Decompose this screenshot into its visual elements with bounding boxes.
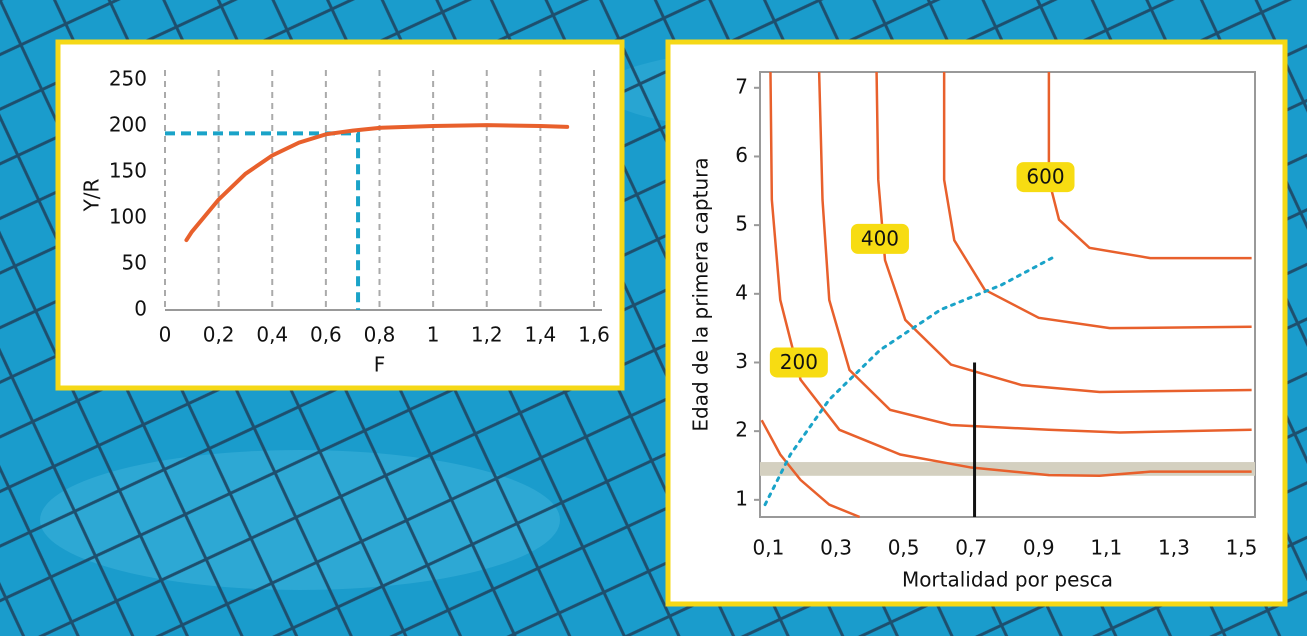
- x-tick-label: 1,2: [471, 323, 503, 347]
- x-tick-label: 1: [427, 323, 440, 347]
- y-tick-label: 100: [109, 205, 147, 229]
- infographic: 0 0,2 0,4 0,6 0,8 1 1,2 1,4 1,6 0 50 100 150 200 250 F Y…: [0, 0, 1307, 636]
- y-tick-label: 50: [122, 251, 147, 275]
- y-axis-label: Y/R: [80, 178, 104, 212]
- x-tick-label: 0: [159, 323, 172, 347]
- page: {"chart_data": [ {"type": "line", "xlabe…: [0, 0, 1307, 636]
- y-tick-label: 6: [735, 143, 748, 167]
- y-tick-label: 7: [735, 74, 748, 98]
- contour-label: 400: [861, 226, 899, 250]
- band: [760, 462, 1255, 476]
- x-axis-label: Mortalidad por pesca: [902, 568, 1113, 592]
- x-tick-label: 0,9: [1023, 536, 1055, 560]
- y-tick-label: 3: [735, 349, 748, 373]
- x-tick-label: 0,1: [753, 536, 785, 560]
- y-tick-label: 5: [735, 212, 748, 236]
- y-tick-label: 200: [109, 113, 147, 137]
- y-tick-label: 250: [109, 67, 147, 91]
- x-tick-label: 0,5: [888, 536, 920, 560]
- x-tick-label: 0,3: [820, 536, 852, 560]
- contour-label: 600: [1026, 165, 1064, 189]
- y-tick-label: 4: [735, 280, 748, 304]
- x-tick-label: 1,5: [1226, 536, 1258, 560]
- x-tick-label: 0,2: [203, 323, 235, 347]
- y-axis-label: Edad de la primera captura: [689, 157, 713, 431]
- x-tick-label: 1,1: [1090, 536, 1122, 560]
- x-tick-label: 1,3: [1158, 536, 1190, 560]
- x-tick-label: 0,8: [364, 323, 396, 347]
- y-tick-label: 2: [735, 418, 748, 442]
- x-tick-label: 0,7: [955, 536, 987, 560]
- y-tick-label: 150: [109, 159, 147, 183]
- y-tick-label: 1: [735, 486, 748, 510]
- x-tick-label: 0,4: [256, 323, 288, 347]
- contour-label: 200: [780, 350, 818, 374]
- x-tick-label: 1,6: [578, 323, 610, 347]
- y-tick-label: 0: [134, 297, 147, 321]
- x-tick-label: 0,6: [310, 323, 342, 347]
- x-axis-label: F: [374, 353, 386, 377]
- x-tick-label: 1,4: [524, 323, 556, 347]
